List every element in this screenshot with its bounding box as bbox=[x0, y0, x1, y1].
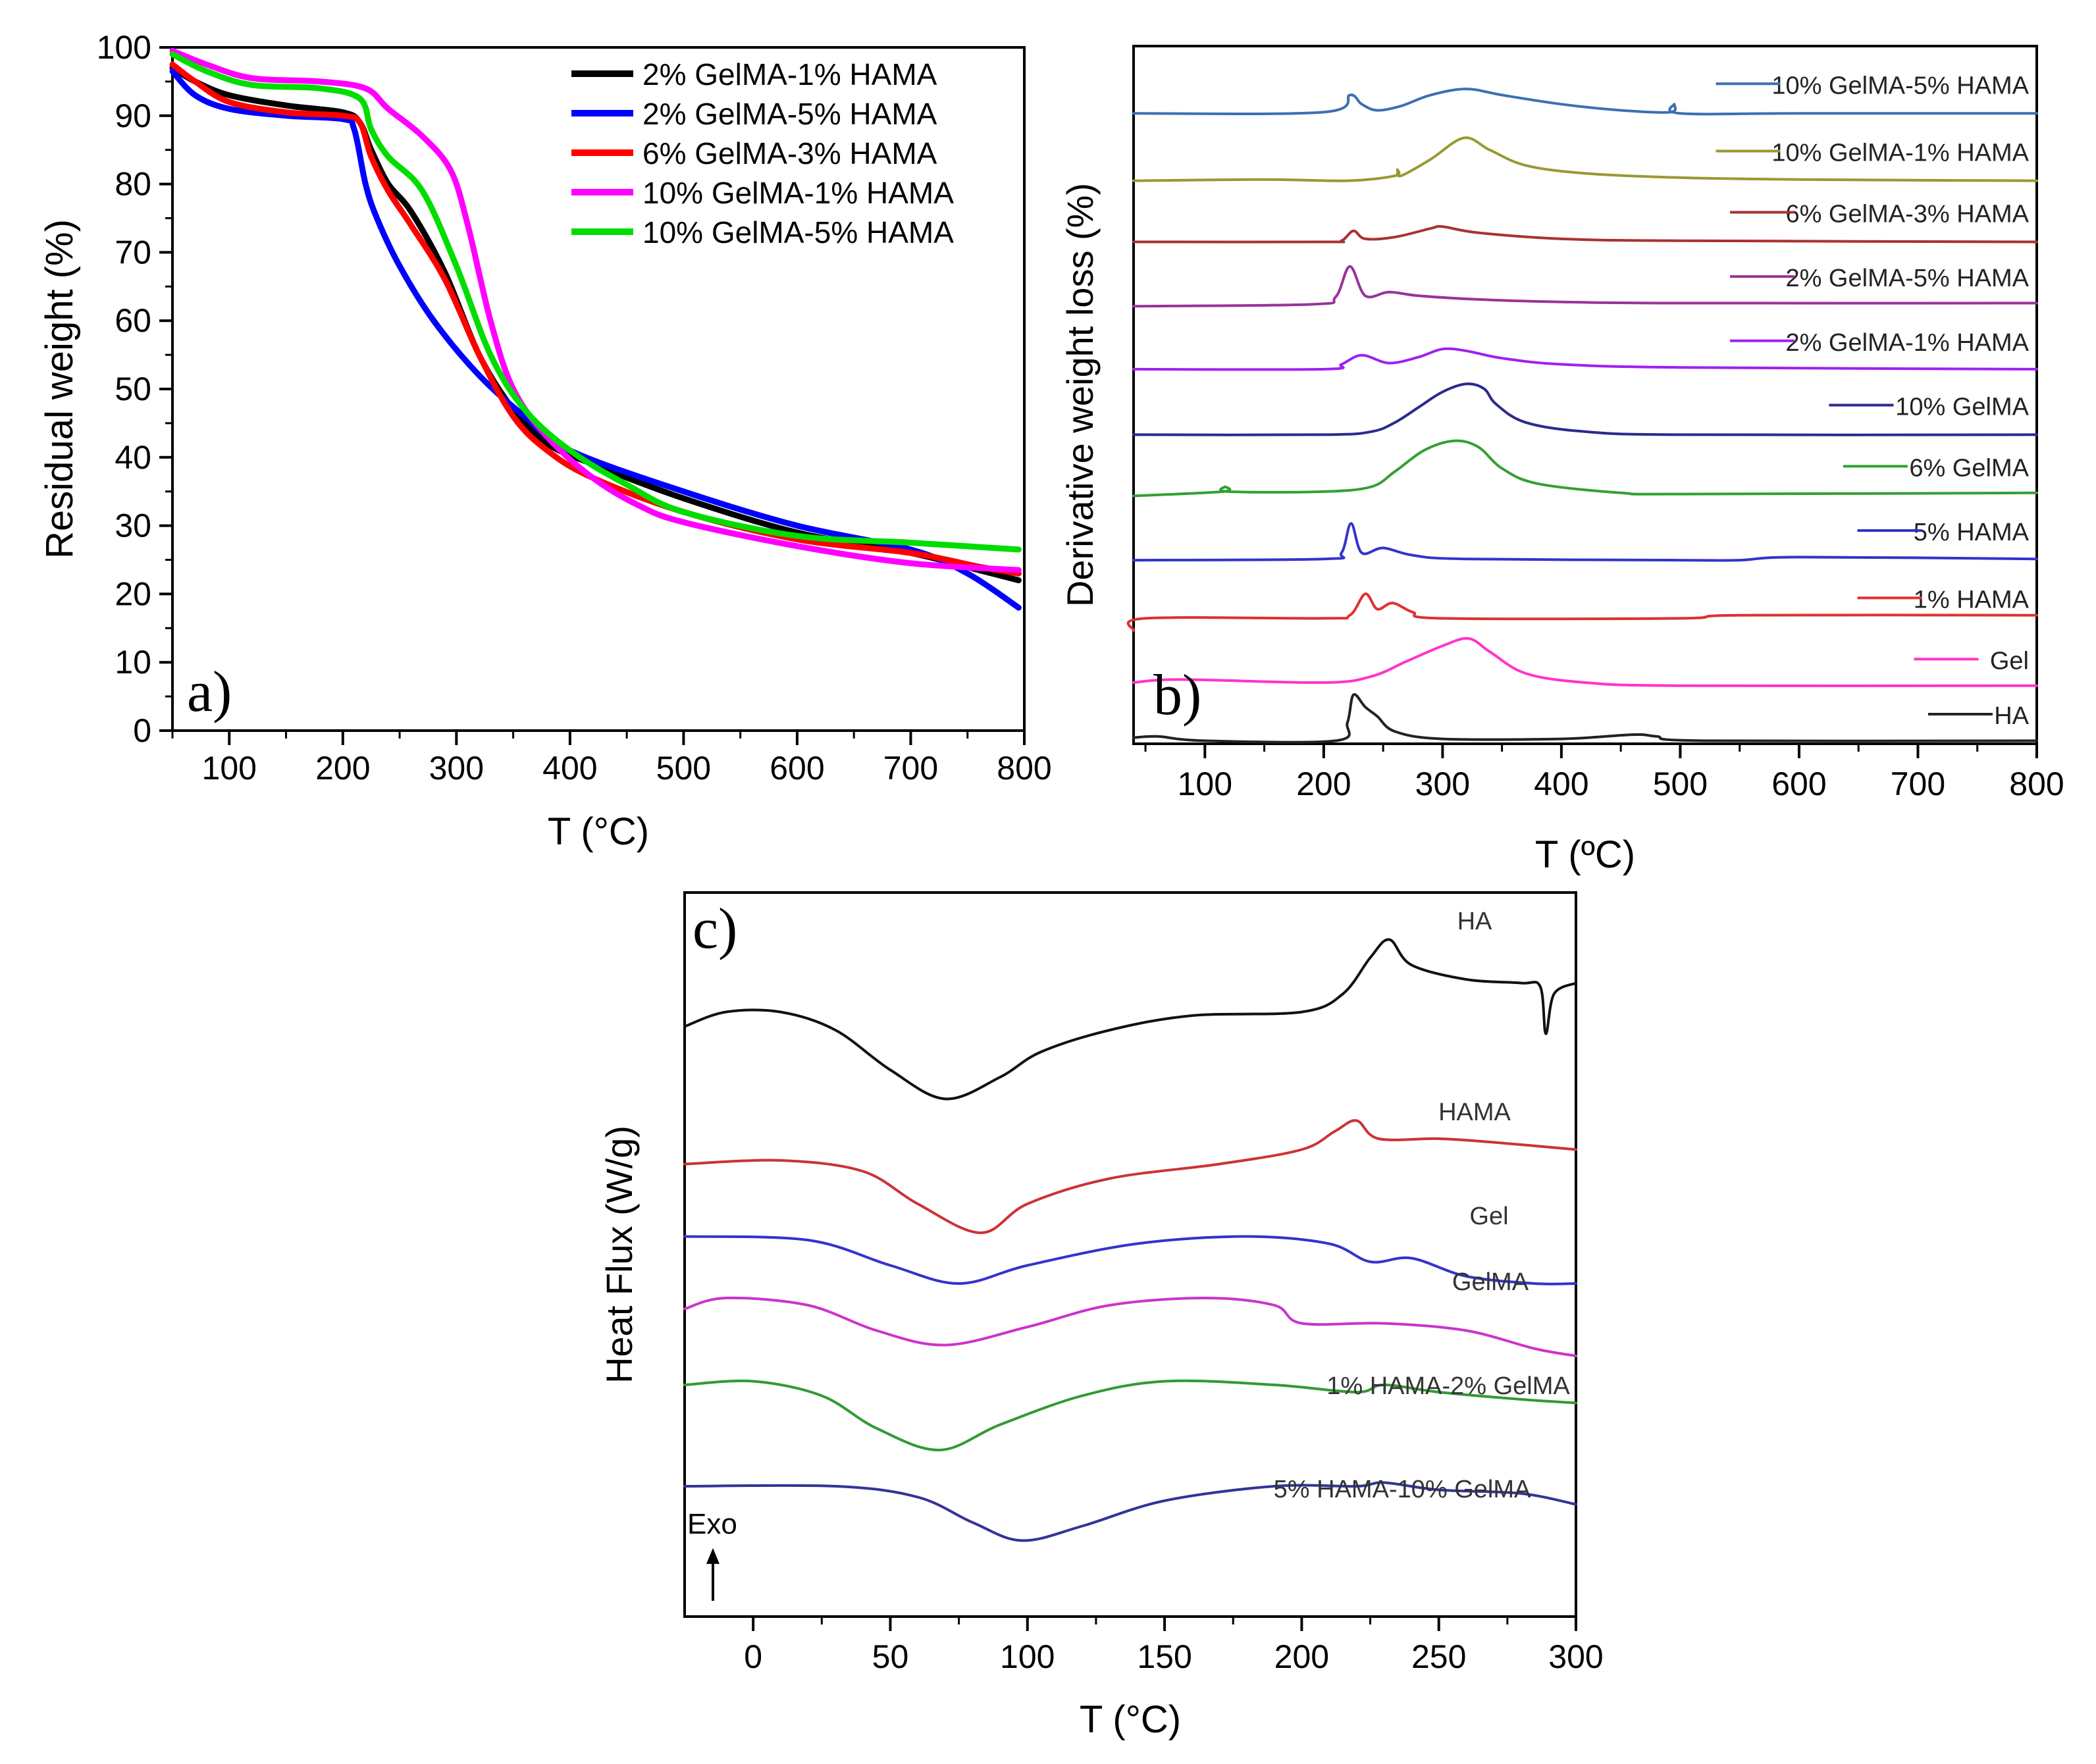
x-tick-label: 200 bbox=[1274, 1638, 1329, 1675]
y-tick-label: 100 bbox=[97, 29, 151, 66]
series-line-2pct-gelma-5pct-hama bbox=[1132, 265, 2038, 308]
series-line-10pct-gelma-5pct-hama bbox=[1132, 88, 2038, 116]
series-line-2pct-gelma-5pct-hama bbox=[169, 68, 1022, 611]
y-axis-label: Residual weight (%) bbox=[38, 219, 81, 559]
series-label-gel: Gel bbox=[1469, 1203, 1508, 1230]
legend-label-1pct-hama: 1% HAMA bbox=[1914, 586, 2030, 613]
y-tick-label: 60 bbox=[115, 302, 151, 339]
x-tick-label: 800 bbox=[2009, 765, 2064, 802]
y-tick-label: 20 bbox=[115, 575, 151, 612]
x-tick-label: 300 bbox=[1548, 1638, 1603, 1675]
series-line-1pct-hama bbox=[1126, 592, 2038, 632]
legend-label-6pct-gelma-3pct-hama: 6% GelMA-3% HAMA bbox=[1785, 201, 2029, 228]
plot-frame bbox=[1132, 45, 2038, 745]
series-line-1pct-hama-2pct-gelma bbox=[683, 1379, 1577, 1452]
series-line-ha bbox=[1132, 693, 2038, 744]
legend-label-2pct-gelma-5pct-hama: 2% GelMA-5% HAMA bbox=[1785, 265, 2029, 292]
x-tick-label: 600 bbox=[1771, 765, 1826, 802]
y-tick-label: 0 bbox=[133, 712, 151, 749]
series-line-ha bbox=[683, 938, 1577, 1101]
legend-label-10pct-gelma-5pct-hama: 10% GelMA-5% HAMA bbox=[642, 215, 954, 249]
x-tick-label: 500 bbox=[656, 750, 711, 787]
legend-label-2pct-gelma-5pct-hama: 2% GelMA-5% HAMA bbox=[642, 97, 937, 131]
series-label-5pct-hama-10pct-gelma: 5% HAMA-10% GelMA bbox=[1274, 1476, 1531, 1503]
exo-annotation: Exo bbox=[687, 1508, 737, 1540]
legend-label-6pct-gelma-3pct-hama: 6% GelMA-3% HAMA bbox=[642, 136, 937, 170]
x-axis-label: T (ºC) bbox=[1535, 833, 1635, 876]
series-line-6pct-gelma bbox=[1132, 439, 2038, 498]
x-tick-label: 0 bbox=[744, 1638, 762, 1675]
panel-b-derivative-weight-loss-chart: 100 200 300 400 500 600 700 800 T (ºC) Derivative… bbox=[1059, 45, 2064, 876]
series-line-6pct-gelma-3pct-hama bbox=[1132, 224, 2038, 244]
x-axis-label: T (°C) bbox=[1080, 1698, 1181, 1741]
x-tick-label: 250 bbox=[1411, 1638, 1466, 1675]
x-tick-label: 100 bbox=[202, 750, 257, 787]
series-line-10pct-gelma-5pct-hama bbox=[169, 51, 1022, 553]
y-axis-label: Heat Flux (W/g) bbox=[598, 1126, 640, 1384]
y-tick-label: 90 bbox=[115, 97, 151, 134]
legend-label-2pct-gelma-1pct-hama: 2% GelMA-1% HAMA bbox=[642, 57, 937, 91]
x-tick-label: 200 bbox=[315, 750, 370, 787]
series-line-2pct-gelma-1pct-hama bbox=[1132, 347, 2038, 371]
series-line-5pct-hama-10pct-gelma bbox=[683, 1481, 1577, 1542]
series-line-10pct-gelma-1pct-hama bbox=[1132, 136, 2038, 182]
x-tick-label: 700 bbox=[1891, 765, 1945, 802]
x-axis-label: T (°C) bbox=[548, 810, 649, 853]
y-tick-label: 40 bbox=[115, 439, 151, 476]
plot-frame bbox=[683, 891, 1577, 1618]
legend-label-2pct-gelma-1pct-hama: 2% GelMA-1% HAMA bbox=[1785, 329, 2029, 357]
series-label-ha: HA bbox=[1457, 908, 1492, 935]
series-label-gelma: GelMA bbox=[1452, 1268, 1529, 1296]
legend-label-10pct-gelma-5pct-hama: 10% GelMA-5% HAMA bbox=[1771, 72, 2029, 99]
y-axis-label: Derivative weight loss (%) bbox=[1059, 183, 1101, 607]
y-tick-label: 10 bbox=[115, 644, 151, 681]
x-tick-label: 50 bbox=[872, 1638, 909, 1675]
x-tick-label: 300 bbox=[429, 750, 484, 787]
legend-label-5pct-hama: 5% HAMA bbox=[1914, 519, 2030, 546]
y-tick-label: 80 bbox=[115, 166, 151, 203]
x-tick-label: 300 bbox=[1415, 765, 1470, 802]
series-label-hama: HAMA bbox=[1438, 1099, 1511, 1126]
series-line-6pct-gelma-3pct-hama bbox=[169, 61, 1022, 577]
panel-letter-b: b) bbox=[1153, 663, 1201, 727]
x-tick-label: 500 bbox=[1653, 765, 1708, 802]
legend-label-6pct-gelma: 6% GelMA bbox=[1909, 454, 2029, 482]
panel-a-residual-weight-chart: 100 200 300 400 500 600 700 800 0 10 20 30 40 50 60 70 8… bbox=[38, 29, 1052, 853]
x-tick-label: 400 bbox=[1534, 765, 1588, 802]
series-label-1pct-hama-2pct-gelma: 1% HAMA-2% GelMA bbox=[1326, 1372, 1570, 1400]
x-tick-label: 200 bbox=[1296, 765, 1351, 802]
x-tick-label: 700 bbox=[883, 750, 938, 787]
series-line-gelma bbox=[683, 1296, 1577, 1357]
legend-label-ha: HA bbox=[1994, 702, 2029, 730]
exo-arrow-icon bbox=[706, 1548, 720, 1564]
legend-label-gel: Gel bbox=[1990, 647, 2029, 675]
x-tick-label: 800 bbox=[997, 750, 1051, 787]
legend-label-10pct-gelma-1pct-hama: 10% GelMA-1% HAMA bbox=[1771, 140, 2029, 167]
x-tick-label: 100 bbox=[1000, 1638, 1055, 1675]
x-tick-label: 100 bbox=[1178, 765, 1232, 802]
legend-label-10pct-gelma-1pct-hama: 10% GelMA-1% HAMA bbox=[642, 176, 954, 210]
panel-c-heat-flux-chart: 0 50 100 150 200 250 300 T (°C) Heat Flux (W/g) H… bbox=[598, 891, 1604, 1741]
y-tick-label: 50 bbox=[115, 371, 151, 407]
series-line-hama bbox=[683, 1119, 1577, 1234]
y-tick-label: 30 bbox=[115, 507, 151, 544]
series-line-10pct-gelma-1pct-hama bbox=[169, 47, 1022, 573]
x-tick-label: 600 bbox=[770, 750, 824, 787]
panel-letter-c: c) bbox=[693, 897, 737, 961]
series-line-10pct-gelma bbox=[1132, 382, 2038, 436]
series-line-gel bbox=[1132, 636, 2038, 688]
x-tick-label: 150 bbox=[1137, 1638, 1192, 1675]
panel-letter-a: a) bbox=[187, 660, 232, 724]
series-line-gel bbox=[683, 1235, 1577, 1285]
y-tick-label: 70 bbox=[115, 234, 151, 271]
x-tick-label: 400 bbox=[542, 750, 597, 787]
series-line-5pct-hama bbox=[1132, 522, 2038, 562]
legend-label-10pct-gelma: 10% GelMA bbox=[1895, 393, 2029, 421]
